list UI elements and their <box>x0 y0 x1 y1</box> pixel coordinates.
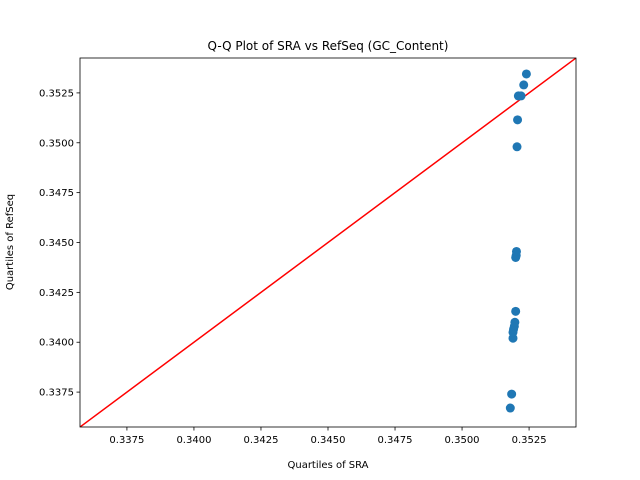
x-tick-label: 0.3400 <box>176 435 211 446</box>
x-tick-label: 0.3450 <box>311 435 346 446</box>
y-tick-label: 0.3475 <box>39 188 74 199</box>
plot-frame <box>79 57 577 428</box>
y-tick-label: 0.3375 <box>39 388 74 399</box>
data-point <box>507 389 517 399</box>
reference-line <box>80 58 576 427</box>
data-point <box>521 69 531 79</box>
y-tick-label: 0.3525 <box>39 88 74 99</box>
data-point <box>519 80 529 90</box>
y-tick-label: 0.3500 <box>39 138 74 149</box>
data-point <box>511 246 521 256</box>
data-point <box>513 115 523 125</box>
data-point <box>512 142 522 152</box>
data-point <box>511 306 521 316</box>
x-axis-label: Quartiles of SRA <box>287 460 368 471</box>
y-tick-label: 0.3400 <box>39 338 74 349</box>
x-tick-label: 0.3375 <box>109 435 144 446</box>
y-tick-label: 0.3425 <box>39 288 74 299</box>
x-tick-label: 0.3475 <box>378 435 413 446</box>
data-points <box>505 69 531 413</box>
y-axis-ticks: 0.3375 0.3400 0.3425 0.3450 0.3475 0.3500 0.35… <box>39 88 80 399</box>
data-point <box>510 317 520 327</box>
data-point <box>505 403 515 413</box>
x-tick-label: 0.3425 <box>243 435 278 446</box>
x-axis-ticks: 0.3375 0.3400 0.3425 0.3450 0.3475 0.3500 0.35… <box>109 427 547 446</box>
data-point <box>516 91 526 101</box>
y-axis-label: Quartiles of RefSeq <box>5 194 16 290</box>
x-tick-label: 0.3525 <box>512 435 547 446</box>
x-tick-label: 0.3500 <box>445 435 480 446</box>
chart-title: Q-Q Plot of SRA vs RefSeq (GC_Content) <box>208 39 449 53</box>
y-tick-label: 0.3450 <box>39 238 74 249</box>
